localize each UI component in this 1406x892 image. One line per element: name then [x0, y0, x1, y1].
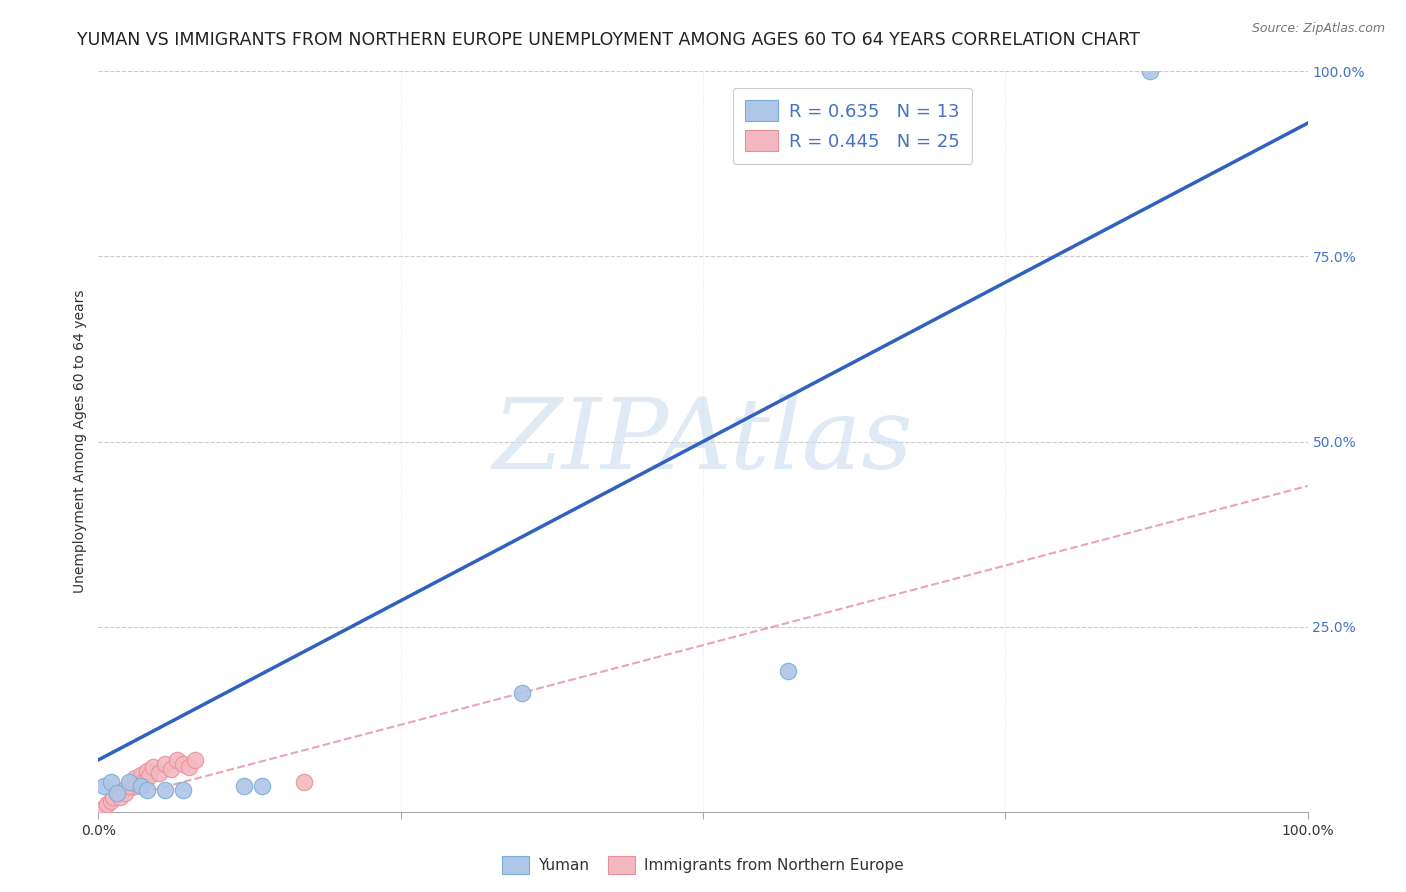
- Point: [179, 760, 201, 774]
- Point: [134, 773, 156, 788]
- Point: [135, 764, 157, 778]
- Point: [105, 786, 128, 800]
- Point: [121, 775, 143, 789]
- Point: [172, 756, 194, 771]
- Point: [114, 786, 136, 800]
- Legend: R = 0.635   N = 13, R = 0.445   N = 25: R = 0.635 N = 13, R = 0.445 N = 25: [733, 87, 972, 164]
- Point: [160, 762, 183, 776]
- Point: [96, 797, 118, 812]
- Point: [135, 782, 157, 797]
- Point: [100, 775, 122, 789]
- Y-axis label: Unemployment Among Ages 60 to 64 years: Unemployment Among Ages 60 to 64 years: [73, 290, 87, 593]
- Point: [127, 776, 149, 790]
- Point: [93, 801, 115, 815]
- Legend: Yuman, Immigrants from Northern Europe: Yuman, Immigrants from Northern Europe: [496, 850, 910, 880]
- Point: [142, 760, 165, 774]
- Point: [172, 782, 194, 797]
- Point: [124, 772, 146, 786]
- Point: [129, 779, 152, 793]
- Point: [184, 753, 207, 767]
- Point: [118, 775, 141, 789]
- Point: [101, 789, 124, 804]
- Point: [292, 775, 315, 789]
- Point: [108, 789, 131, 804]
- Point: [510, 686, 533, 700]
- Point: [105, 786, 128, 800]
- Point: [153, 756, 176, 771]
- Point: [153, 782, 176, 797]
- Point: [1139, 64, 1161, 78]
- Point: [111, 782, 134, 797]
- Point: [93, 779, 115, 793]
- Point: [166, 753, 188, 767]
- Point: [118, 779, 141, 793]
- Point: [138, 769, 160, 783]
- Point: [100, 794, 122, 808]
- Point: [232, 779, 254, 793]
- Point: [776, 664, 799, 678]
- Point: [250, 779, 273, 793]
- Text: Source: ZipAtlas.com: Source: ZipAtlas.com: [1251, 22, 1385, 36]
- Text: YUMAN VS IMMIGRANTS FROM NORTHERN EUROPE UNEMPLOYMENT AMONG AGES 60 TO 64 YEARS : YUMAN VS IMMIGRANTS FROM NORTHERN EUROPE…: [77, 31, 1140, 49]
- Point: [129, 767, 152, 781]
- Point: [148, 766, 170, 780]
- Text: ZIPAtlas: ZIPAtlas: [492, 394, 914, 489]
